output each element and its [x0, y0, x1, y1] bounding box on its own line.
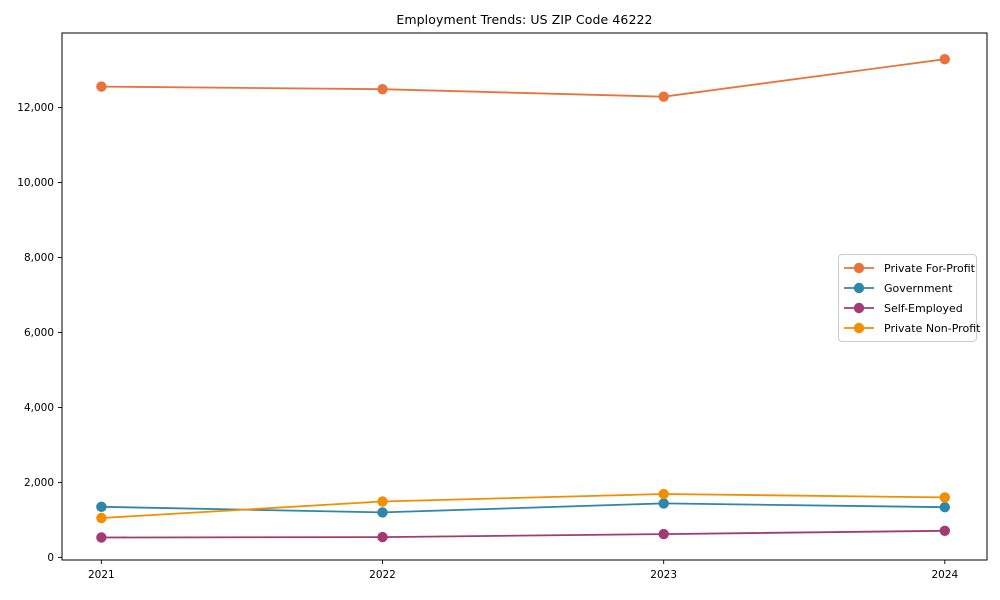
svg-text:2023: 2023: [650, 569, 677, 581]
legend-item-self-employed: Self-Employed: [843, 298, 970, 318]
legend-label: Private Non-Profit: [884, 321, 981, 335]
legend-label: Government: [884, 281, 953, 295]
svg-text:6,000: 6,000: [24, 327, 54, 339]
legend-marker-line: [844, 262, 874, 274]
chart-title: Employment Trends: US ZIP Code 46222: [396, 12, 653, 27]
svg-text:8,000: 8,000: [24, 252, 54, 264]
legend: Private For-Profit Government Self-Emplo…: [838, 254, 980, 342]
svg-text:2,000: 2,000: [24, 477, 54, 489]
legend-label: Private For-Profit: [884, 261, 975, 275]
legend-item-government: Government: [843, 278, 970, 298]
svg-text:2021: 2021: [88, 569, 115, 581]
legend-label: Self-Employed: [884, 301, 963, 315]
legend-item-private-non-profit: Private Non-Profit: [843, 318, 980, 338]
svg-text:2024: 2024: [931, 569, 958, 581]
svg-text:4,000: 4,000: [24, 402, 54, 414]
svg-text:2022: 2022: [369, 569, 396, 581]
svg-text:12,000: 12,000: [17, 102, 54, 114]
svg-text:10,000: 10,000: [17, 177, 54, 189]
legend-marker-line: [844, 282, 874, 294]
legend-marker-line: [844, 322, 874, 334]
svg-text:0: 0: [47, 552, 54, 564]
legend-marker-line: [844, 302, 874, 314]
legend-item-private-for-profit: Private For-Profit: [843, 258, 975, 278]
